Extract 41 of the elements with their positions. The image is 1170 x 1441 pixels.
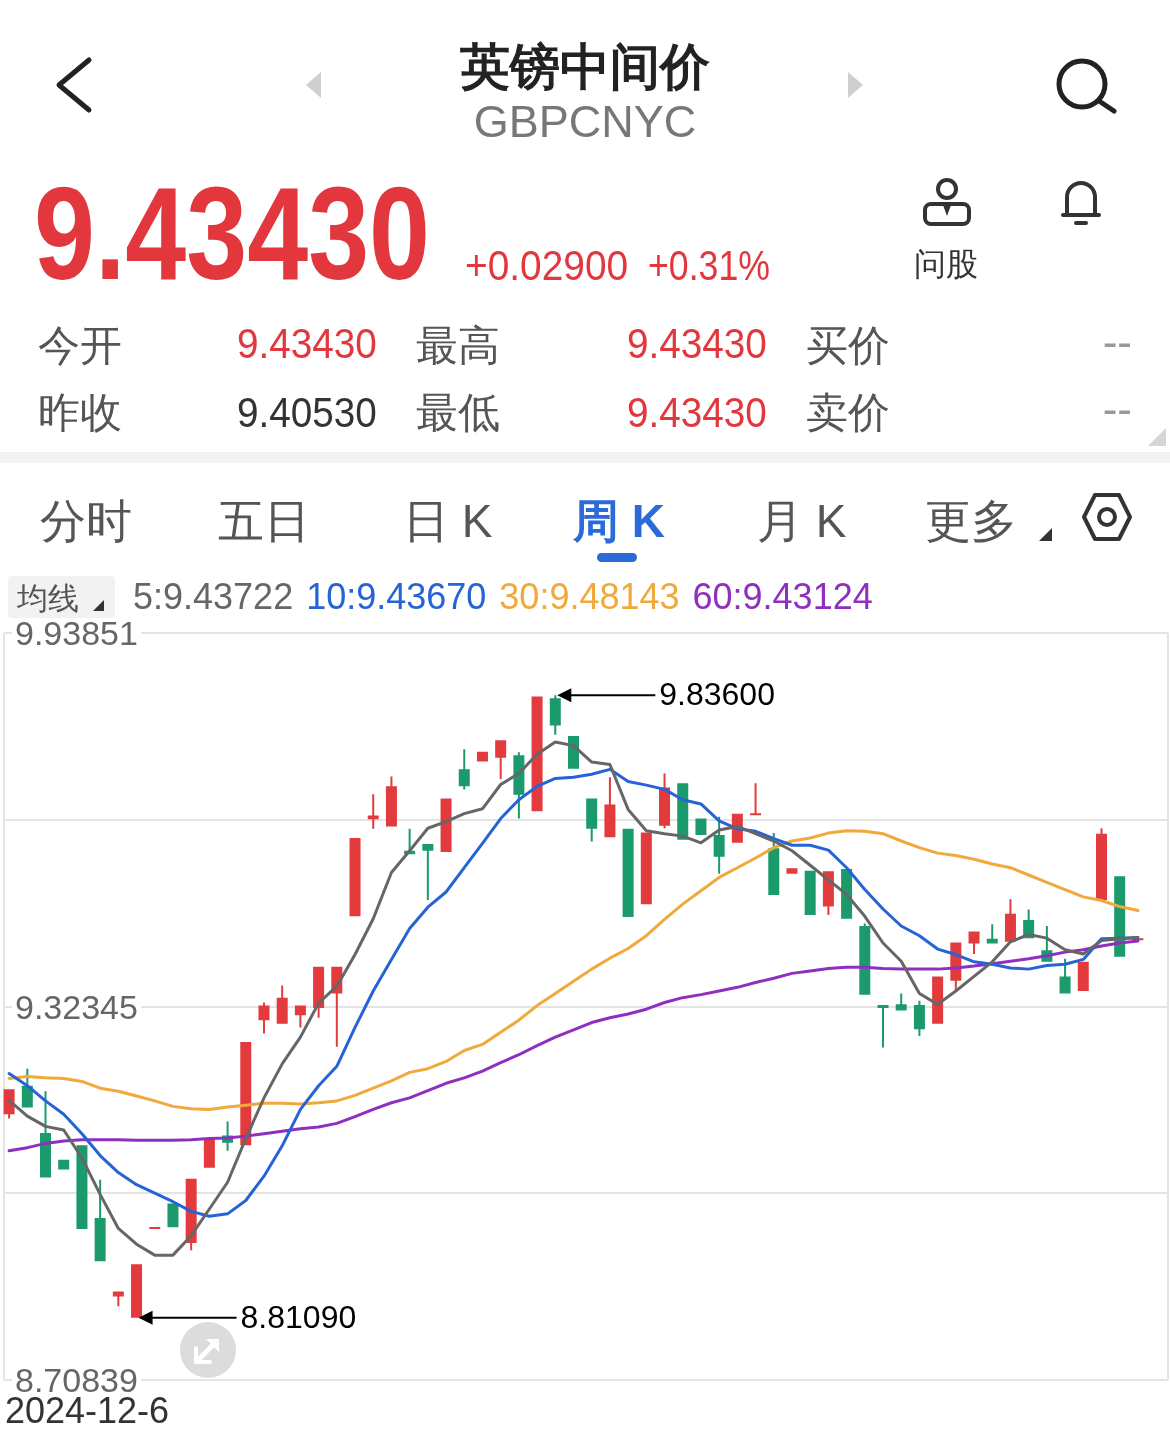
- text: 最高: [416, 322, 500, 369]
- text: 昨收: [38, 389, 122, 436]
- chart-title: 英镑中间价: [460, 39, 710, 95]
- chart-subtitle: GBPCNYC: [473, 96, 697, 147]
- text: 9.43430: [627, 319, 767, 367]
- candlestick: [986, 924, 998, 944]
- text: 60:9.43124: [692, 576, 873, 617]
- text: 9.43430: [627, 388, 767, 436]
- annotation: 8.81090: [240, 1298, 357, 1335]
- text: 9.43430: [237, 319, 377, 367]
- text: 月 K: [757, 495, 847, 547]
- text: 9.43430: [34, 160, 431, 307]
- candlestick: [367, 794, 379, 829]
- text: 问股: [914, 246, 978, 282]
- text: 卖价: [806, 389, 890, 436]
- legend-title: 均线: [17, 581, 79, 616]
- dropdown-button: 均线: [8, 576, 115, 618]
- text: 今开: [38, 322, 122, 369]
- text: +0.31%: [648, 242, 771, 289]
- candlestick: [149, 1227, 161, 1230]
- text: 10:9.43670: [306, 576, 487, 617]
- candlestick: [786, 868, 798, 874]
- text: 最低: [416, 389, 500, 436]
- text: 9.40530: [237, 388, 377, 436]
- text: 更多: [925, 495, 1017, 547]
- candlestick: [877, 1004, 889, 1048]
- text: 买价: [806, 322, 890, 369]
- text: +0.02900: [465, 242, 629, 289]
- text: 5:9.43722: [133, 576, 294, 617]
- text: 日 K: [403, 495, 493, 547]
- text: 30:9.48143: [499, 576, 680, 617]
- candlestick: [422, 844, 434, 900]
- text: 周 K: [573, 495, 665, 547]
- text: --: [1102, 384, 1132, 433]
- candlestick: [750, 783, 762, 816]
- y-tick-label: 9.32345: [15, 987, 138, 1026]
- text: 五日: [218, 495, 310, 547]
- text: --: [1102, 317, 1132, 366]
- text: 分时: [40, 495, 132, 547]
- candlestick: [968, 931, 980, 954]
- annotation: 9.83600: [659, 676, 775, 713]
